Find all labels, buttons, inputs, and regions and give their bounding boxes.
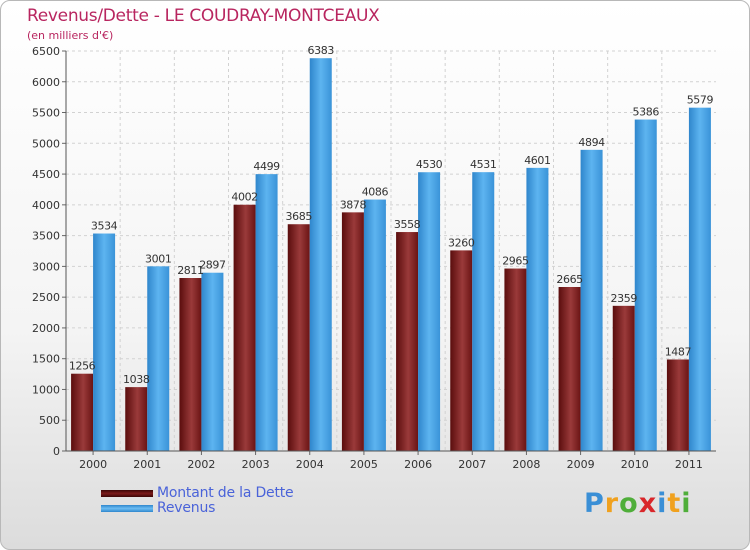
- x-tick-label: 2003: [242, 458, 270, 471]
- data-label-dette: 4002: [231, 191, 257, 204]
- bar-dette: [612, 305, 635, 451]
- x-tick-label: 2007: [458, 458, 486, 471]
- bar-dette: [179, 278, 202, 451]
- data-label-dette: 3685: [286, 210, 313, 223]
- x-tick-label: 2010: [621, 458, 649, 471]
- logo-letter: x: [638, 488, 658, 519]
- y-tick-label: 3000: [32, 260, 60, 273]
- logo-letter: P: [584, 488, 605, 519]
- data-label-dette: 3878: [340, 198, 367, 211]
- data-label-revenus: 4530: [416, 158, 443, 171]
- y-tick-label: 2500: [32, 291, 60, 304]
- data-label-dette: 3558: [394, 218, 421, 231]
- bar-dette: [287, 224, 310, 451]
- bar-revenus: [634, 119, 657, 452]
- y-tick-label: 500: [39, 414, 60, 427]
- x-tick-label: 2002: [187, 458, 215, 471]
- bar-dette: [558, 287, 581, 451]
- chart-subtitle: (en milliers d'€): [27, 29, 114, 42]
- y-tick-label: 1500: [32, 353, 60, 366]
- bar-dette: [504, 268, 527, 451]
- data-label-revenus: 6383: [308, 44, 335, 57]
- y-tick-label: 5000: [32, 137, 60, 150]
- bar-revenus: [255, 174, 278, 451]
- bar-dette: [341, 212, 364, 451]
- data-label-revenus: 5579: [687, 94, 714, 107]
- bar-dette: [396, 232, 419, 451]
- bar-revenus: [363, 199, 386, 451]
- bar-revenus: [147, 266, 170, 451]
- bar-dette: [666, 359, 689, 451]
- logo-letter: r: [604, 488, 620, 519]
- bar-revenus: [472, 172, 495, 451]
- data-label-revenus: 4894: [578, 136, 605, 149]
- bar-dette: [450, 250, 473, 451]
- data-label-revenus: 4086: [362, 186, 389, 199]
- bar-revenus: [526, 167, 549, 451]
- data-label-revenus: 4499: [253, 160, 280, 173]
- y-tick-label: 3500: [32, 230, 60, 243]
- chart-title: Revenus/Dette - LE COUDRAY-MONTCEAUX: [27, 6, 380, 26]
- bar-dette: [125, 387, 148, 451]
- legend-swatch-revenus: [101, 505, 153, 512]
- bar-dette: [233, 204, 256, 451]
- bar-revenus: [418, 172, 441, 451]
- logo-letter: t: [667, 488, 682, 519]
- bar-revenus: [201, 272, 224, 451]
- y-tick-label: 6500: [32, 45, 60, 58]
- legend-label-revenus: Revenus: [157, 500, 216, 516]
- x-tick-label: 2000: [79, 458, 107, 471]
- y-tick-label: 1000: [32, 383, 60, 396]
- data-label-dette: 2811: [177, 264, 203, 277]
- y-tick-label: 4500: [32, 168, 60, 181]
- bar-revenus: [93, 233, 116, 451]
- x-tick-label: 2008: [512, 458, 540, 471]
- data-label-dette: 2359: [611, 292, 638, 305]
- bar-revenus: [309, 58, 332, 451]
- data-label-dette: 1487: [665, 345, 692, 358]
- data-label-dette: 2965: [502, 255, 529, 268]
- data-label-dette: 1256: [69, 360, 96, 373]
- data-label-revenus: 4601: [524, 154, 550, 167]
- x-tick-label: 2004: [296, 458, 324, 471]
- data-label-dette: 3260: [448, 236, 475, 249]
- y-tick-label: 2000: [32, 322, 60, 335]
- x-tick-label: 2011: [675, 458, 703, 471]
- data-label-dette: 1038: [123, 373, 150, 386]
- bar-revenus: [688, 107, 711, 451]
- logo-letter: i: [657, 488, 668, 519]
- logo-letter: i: [681, 488, 692, 519]
- bar-dette: [71, 373, 94, 451]
- x-tick-label: 2001: [133, 458, 161, 471]
- data-label-revenus: 3534: [91, 220, 118, 233]
- data-label-revenus: 2897: [199, 259, 226, 272]
- data-label-revenus: 4531: [470, 158, 496, 171]
- y-tick-label: 6000: [32, 76, 60, 89]
- y-tick-label: 0: [53, 445, 60, 458]
- x-tick-label: 2006: [404, 458, 432, 471]
- data-label-revenus: 5386: [633, 106, 660, 119]
- data-label-revenus: 3001: [145, 252, 171, 265]
- logo-letter: o: [619, 488, 639, 519]
- legend-swatch-dette: [101, 490, 153, 497]
- x-tick-label: 2009: [567, 458, 595, 471]
- y-tick-label: 5500: [32, 107, 60, 120]
- legend-label-dette: Montant de la Dette: [157, 485, 294, 501]
- bar-revenus: [580, 149, 603, 452]
- y-tick-label: 4000: [32, 199, 60, 212]
- proxiti-logo: Proxiti: [584, 488, 692, 519]
- x-tick-label: 2005: [350, 458, 378, 471]
- data-label-dette: 2665: [556, 273, 583, 286]
